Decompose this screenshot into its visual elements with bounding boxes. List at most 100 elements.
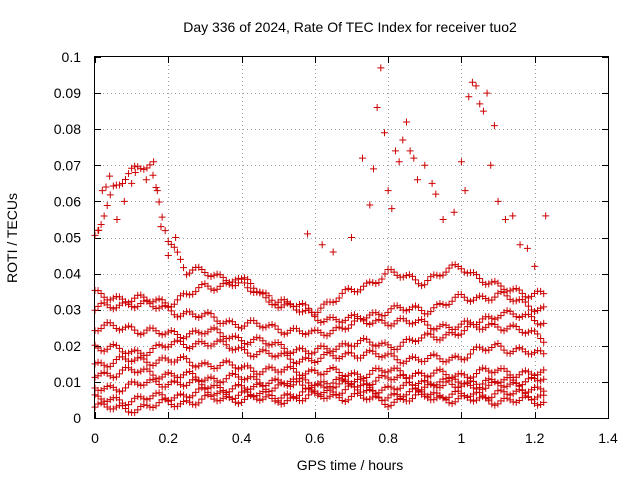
data-point: [354, 383, 362, 391]
data-point: [515, 344, 523, 352]
y-tick-label: 0.08: [54, 121, 81, 137]
data-point: [509, 321, 517, 329]
data-point: [292, 359, 300, 367]
data-point: [308, 350, 316, 358]
data-point: [363, 380, 371, 388]
data-point: [372, 280, 380, 288]
data-point: [521, 378, 529, 386]
data-point: [173, 330, 181, 338]
data-point: [482, 280, 490, 288]
data-point: [137, 367, 145, 375]
data-point: [173, 248, 181, 256]
data-point: [341, 325, 349, 333]
data-point: [473, 271, 481, 279]
data-point: [198, 360, 206, 368]
data-point: [259, 346, 267, 354]
y-axis-label: ROTI / TECUs: [4, 193, 20, 283]
data-point: [488, 296, 496, 304]
data-point: [271, 384, 279, 392]
data-point: [369, 393, 377, 401]
data-point: [497, 312, 505, 320]
data-point: [128, 323, 136, 331]
data-point: [469, 384, 477, 392]
data-point: [491, 277, 499, 285]
data-point: [140, 165, 148, 173]
data-point: [192, 401, 200, 409]
data-point: [372, 377, 380, 385]
data-point: [424, 276, 432, 284]
data-point: [428, 179, 436, 187]
data-point: [384, 308, 392, 316]
data-point: [515, 397, 523, 404]
data-point: [106, 191, 114, 199]
data-point: [451, 261, 459, 269]
data-point: [410, 154, 418, 162]
data-point: [534, 320, 542, 328]
data-point: [497, 342, 505, 350]
data-point: [158, 391, 166, 399]
data-point: [436, 322, 444, 330]
data-point: [262, 340, 270, 348]
data-point: [329, 363, 337, 371]
data-point: [100, 212, 108, 220]
data-point: [134, 392, 142, 400]
data-point: [280, 330, 288, 338]
data-point: [161, 299, 169, 307]
data-point: [408, 320, 416, 328]
data-point: [473, 294, 481, 302]
data-point: [363, 279, 371, 287]
data-point: [198, 338, 206, 346]
data-point: [161, 354, 169, 362]
data-point: [524, 328, 532, 336]
data-point: [405, 319, 413, 327]
data-point: [231, 345, 239, 353]
data-point: [463, 393, 471, 401]
data-point: [120, 197, 128, 205]
data-point: [302, 330, 310, 338]
data-point: [259, 337, 267, 345]
data-point: [131, 169, 139, 177]
data-point: [485, 375, 493, 383]
data-point: [277, 400, 285, 408]
data-point: [265, 363, 273, 371]
data-point: [432, 190, 440, 198]
data-point: [421, 331, 429, 339]
data-point: [317, 371, 325, 379]
data-point: [332, 390, 340, 398]
data-point: [149, 344, 157, 352]
data-point: [97, 299, 105, 307]
data-point: [457, 370, 465, 378]
data-point: [363, 314, 371, 322]
data-point: [537, 377, 545, 385]
data-point: [476, 384, 484, 392]
data-point: [259, 368, 267, 376]
data-point: [195, 328, 203, 336]
data-point: [137, 165, 145, 173]
data-point: [286, 349, 294, 357]
data-point: [103, 345, 111, 353]
data-point: [427, 390, 435, 398]
data-point: [238, 398, 246, 406]
data-point: [296, 301, 304, 309]
data-point: [418, 306, 426, 314]
y-tick-label: 0.1: [62, 49, 82, 65]
data-point: [115, 370, 123, 378]
data-point: [335, 294, 343, 302]
data-point: [387, 401, 395, 409]
data-point: [347, 321, 355, 329]
data-point: [180, 264, 188, 272]
data-point: [524, 302, 532, 310]
data-point: [516, 241, 524, 249]
data-point: [122, 298, 130, 306]
data-point: [384, 403, 392, 411]
x-tick-label: 1: [458, 430, 466, 446]
data-point: [512, 297, 520, 305]
data-point: [357, 373, 365, 381]
data-point: [158, 331, 166, 339]
data-point: [442, 395, 450, 403]
data-point: [225, 371, 233, 379]
data-point: [283, 390, 291, 398]
data-point: [97, 221, 105, 229]
data-point: [152, 359, 160, 367]
data-point: [384, 382, 392, 390]
